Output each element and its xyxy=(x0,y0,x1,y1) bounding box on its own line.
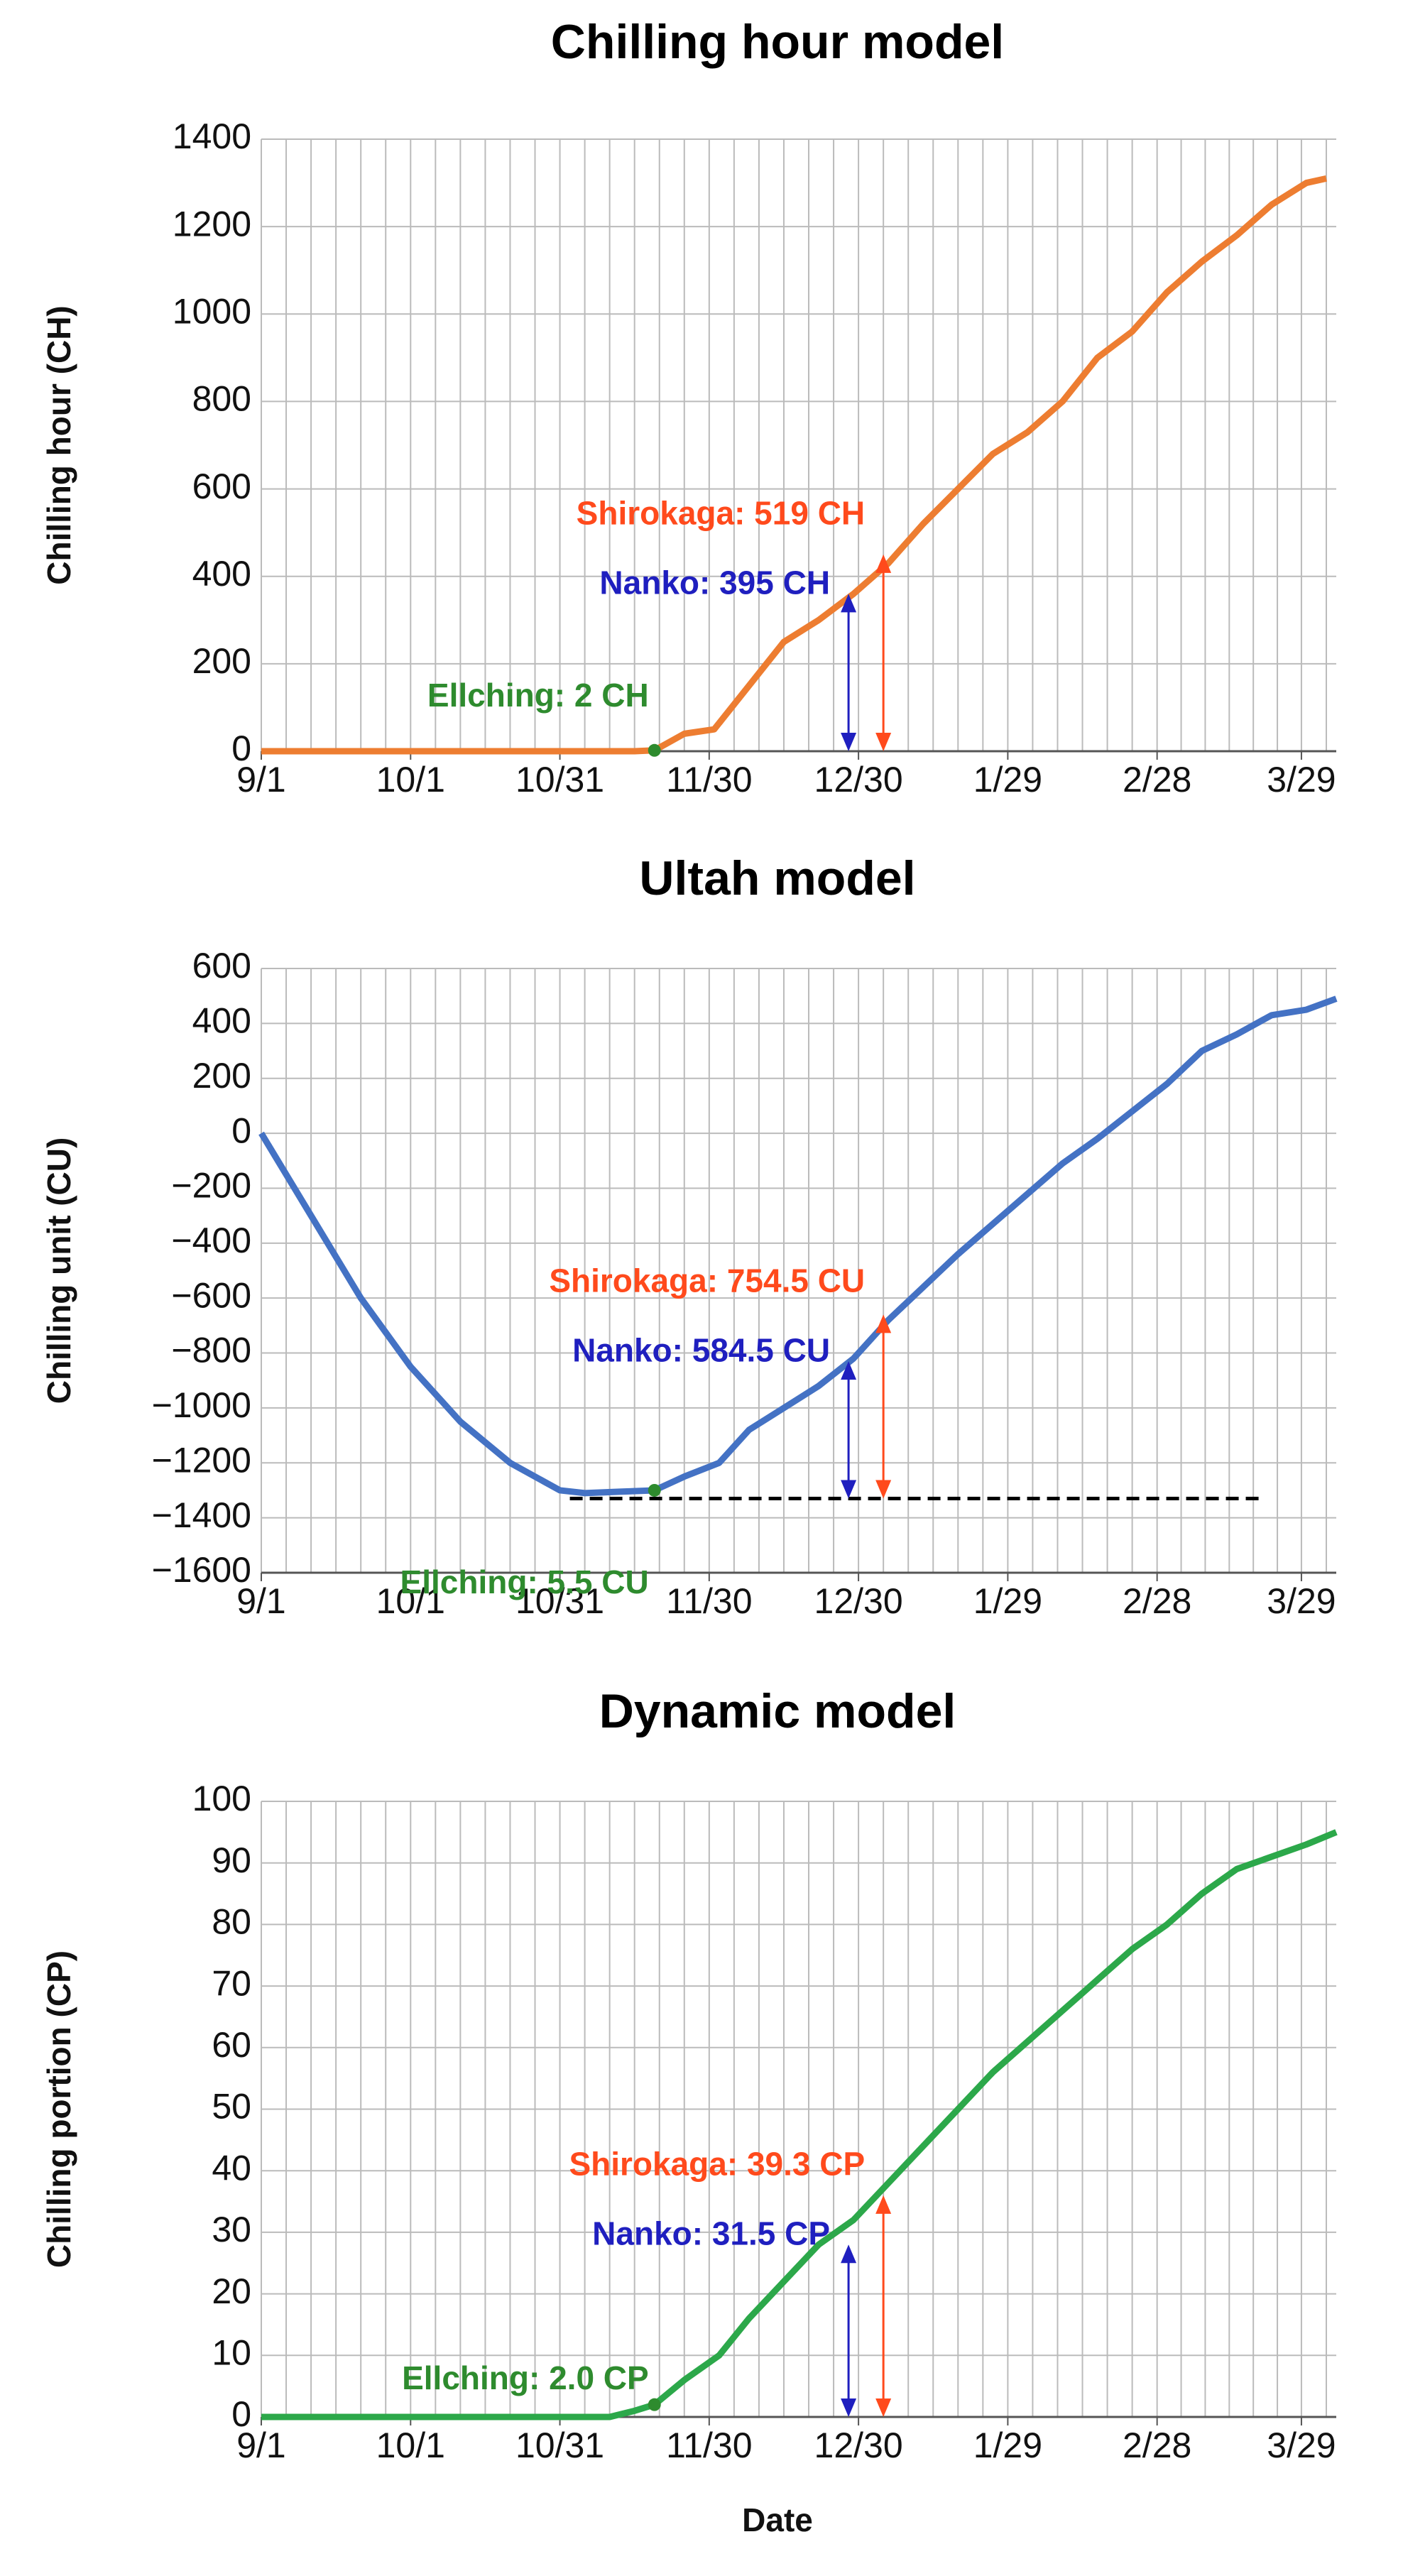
y-axis-label: Chilling hour (CH) xyxy=(40,305,77,584)
y-tick-label: 60 xyxy=(212,2025,251,2065)
chart-title: Chilling hour model xyxy=(551,15,1004,69)
arrow-head xyxy=(841,2398,857,2417)
y-tick-label: 10 xyxy=(212,2333,251,2373)
data-line xyxy=(261,1829,1338,2421)
arrow-head xyxy=(841,1361,857,1380)
y-tick-label: 30 xyxy=(212,2210,251,2249)
plot-area xyxy=(261,139,1336,751)
y-tick-label: 90 xyxy=(212,1840,251,1880)
data-line xyxy=(258,995,1338,1497)
annotation: Shirokaga: 754.5 CU xyxy=(549,1262,865,1299)
chart-title: Dynamic model xyxy=(599,1684,956,1738)
x-tick-label: 9/1 xyxy=(236,2425,286,2465)
y-tick-label: 1400 xyxy=(173,116,251,156)
y-tick-label: 400 xyxy=(192,1001,251,1041)
x-tick-label: 9/1 xyxy=(236,1581,286,1621)
x-tick-label: 2/28 xyxy=(1123,2425,1191,2465)
chart-title: Ultah model xyxy=(639,851,915,905)
x-tick-label: 10/1 xyxy=(376,1581,445,1621)
y-tick-label: 1000 xyxy=(173,291,251,331)
y-tick-label: 600 xyxy=(192,946,251,986)
y-tick-label: 0 xyxy=(231,2394,251,2434)
y-axis-label: Chilling portion (CP) xyxy=(40,1950,77,2268)
x-tick-label: 3/29 xyxy=(1267,2425,1336,2465)
x-tick-label: 11/30 xyxy=(666,2425,752,2465)
x-tick-label: 1/29 xyxy=(973,760,1042,799)
x-axis-label: Date xyxy=(742,2501,813,2538)
y-tick-label: −600 xyxy=(171,1275,251,1315)
y-tick-label: 200 xyxy=(192,1056,251,1096)
marker xyxy=(648,1483,661,1497)
arrow-head xyxy=(841,1480,857,1499)
y-tick-label: 1200 xyxy=(173,204,251,244)
y-tick-label: 20 xyxy=(212,2271,251,2311)
y-tick-label: 400 xyxy=(192,554,251,594)
arrow-head xyxy=(875,1314,892,1333)
x-tick-label: 10/31 xyxy=(515,760,604,799)
y-tick-label: −800 xyxy=(171,1331,251,1370)
y-tick-label: 200 xyxy=(192,641,251,681)
data-line xyxy=(261,175,1327,755)
y-tick-label: 50 xyxy=(212,2087,251,2127)
y-tick-label: 80 xyxy=(212,1902,251,1942)
arrow-head xyxy=(875,554,892,573)
x-tick-label: 3/29 xyxy=(1267,760,1336,799)
arrow-head xyxy=(841,2244,857,2264)
x-tick-label: 12/30 xyxy=(814,2425,903,2465)
annotation: Nanko: 395 CH xyxy=(599,564,830,601)
x-tick-label: 3/29 xyxy=(1267,1581,1336,1621)
y-axis-label: Chilling unit (CU) xyxy=(40,1137,77,1404)
x-tick-label: 11/30 xyxy=(666,760,752,799)
y-tick-label: 100 xyxy=(192,1779,251,1818)
arrow-head xyxy=(841,594,857,613)
y-tick-label: 40 xyxy=(212,2148,251,2188)
y-tick-label: 800 xyxy=(192,379,251,419)
annotation: Shirokaga: 519 CH xyxy=(577,494,865,531)
x-tick-label: 11/30 xyxy=(666,1581,752,1621)
y-tick-label: −1400 xyxy=(152,1495,251,1535)
y-tick-label: 70 xyxy=(212,1963,251,2003)
marker xyxy=(648,2398,661,2411)
x-tick-label: 12/30 xyxy=(814,760,903,799)
annotation: Ellching: 2 CH xyxy=(427,677,649,714)
arrow-head xyxy=(841,733,857,751)
annotation: Nanko: 31.5 CP xyxy=(592,2215,830,2252)
x-tick-label: 1/29 xyxy=(973,1581,1042,1621)
x-tick-label: 2/28 xyxy=(1123,760,1191,799)
annotation: Nanko: 584.5 CU xyxy=(572,1331,830,1368)
y-tick-label: −1200 xyxy=(152,1440,251,1480)
arrow-head xyxy=(875,2398,892,2417)
x-tick-label: 1/29 xyxy=(973,2425,1042,2465)
x-tick-label: 9/1 xyxy=(236,760,286,799)
arrow-head xyxy=(875,733,892,751)
x-tick-label: 10/31 xyxy=(515,2425,604,2465)
x-tick-label: 10/1 xyxy=(376,760,445,799)
arrow-head xyxy=(875,1480,892,1499)
y-tick-label: −1600 xyxy=(152,1550,251,1590)
arrow-head xyxy=(875,2195,892,2214)
annotation: Ellching: 5.5 CU xyxy=(400,1563,649,1600)
y-tick-label: 0 xyxy=(231,1110,251,1150)
y-tick-label: −1000 xyxy=(152,1385,251,1425)
x-tick-label: 10/31 xyxy=(515,1581,604,1621)
y-tick-label: 0 xyxy=(231,728,251,768)
x-tick-label: 2/28 xyxy=(1123,1581,1191,1621)
annotation: Ellching: 2.0 CP xyxy=(402,2359,649,2396)
x-tick-label: 12/30 xyxy=(814,1581,903,1621)
x-tick-label: 10/1 xyxy=(376,2425,445,2465)
annotation: Shirokaga: 39.3 CP xyxy=(569,2145,865,2182)
y-tick-label: 600 xyxy=(192,466,251,506)
y-tick-label: −200 xyxy=(171,1166,251,1206)
y-tick-label: −400 xyxy=(171,1221,251,1260)
marker xyxy=(648,743,661,757)
